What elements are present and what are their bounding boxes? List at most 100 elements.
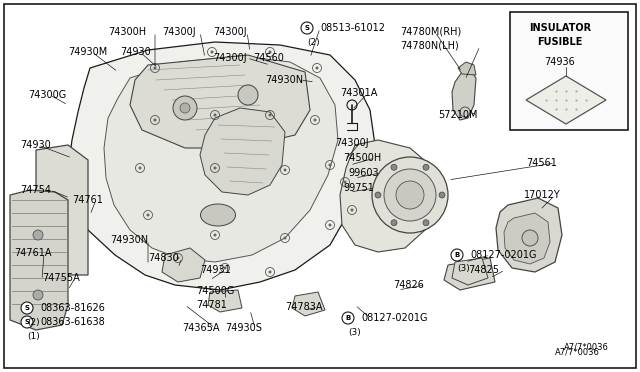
Circle shape xyxy=(147,214,150,217)
Text: 99751: 99751 xyxy=(343,183,374,193)
Polygon shape xyxy=(68,42,375,290)
Bar xyxy=(510,12,628,130)
Text: 74826: 74826 xyxy=(393,280,424,290)
Text: 74301A: 74301A xyxy=(340,88,378,98)
Text: 74754: 74754 xyxy=(20,185,51,195)
Text: 74300H: 74300H xyxy=(108,27,146,37)
Text: 74500H: 74500H xyxy=(343,153,381,163)
Text: 74930M: 74930M xyxy=(68,47,108,57)
Circle shape xyxy=(214,234,216,237)
Circle shape xyxy=(314,119,317,122)
Polygon shape xyxy=(526,76,606,124)
Text: 74300J: 74300J xyxy=(162,27,196,37)
Text: 74560: 74560 xyxy=(253,53,284,63)
Polygon shape xyxy=(162,248,205,282)
Text: (1): (1) xyxy=(27,331,40,340)
Text: 17012Y: 17012Y xyxy=(524,190,561,200)
Polygon shape xyxy=(452,70,476,120)
Text: 57210M: 57210M xyxy=(438,110,477,120)
Ellipse shape xyxy=(200,204,236,226)
Circle shape xyxy=(439,192,445,198)
Text: (2): (2) xyxy=(27,317,40,327)
Text: 74783A: 74783A xyxy=(285,302,323,312)
Text: 08127-0201G: 08127-0201G xyxy=(470,250,536,260)
Text: 74936: 74936 xyxy=(545,57,575,67)
Polygon shape xyxy=(444,258,495,290)
Polygon shape xyxy=(130,55,310,148)
Text: 74781: 74781 xyxy=(196,300,227,310)
Polygon shape xyxy=(200,108,285,195)
Circle shape xyxy=(223,266,227,269)
Circle shape xyxy=(154,119,157,122)
Text: 74930S: 74930S xyxy=(225,323,262,333)
Circle shape xyxy=(328,164,332,167)
Text: 74300G: 74300G xyxy=(28,90,67,100)
Text: S: S xyxy=(305,25,310,31)
Circle shape xyxy=(284,169,287,171)
Circle shape xyxy=(269,113,271,116)
Circle shape xyxy=(372,157,448,233)
Circle shape xyxy=(522,230,538,246)
Text: 74365A: 74365A xyxy=(182,323,220,333)
Text: B: B xyxy=(346,315,351,321)
Text: 74930N: 74930N xyxy=(265,75,303,85)
Text: S: S xyxy=(24,319,29,325)
Text: 08363-81626: 08363-81626 xyxy=(40,303,105,313)
Circle shape xyxy=(328,224,332,227)
Circle shape xyxy=(384,169,436,221)
Circle shape xyxy=(351,208,353,212)
Circle shape xyxy=(21,302,33,314)
Text: 74300J: 74300J xyxy=(213,53,246,63)
Text: 99603: 99603 xyxy=(348,168,379,178)
Polygon shape xyxy=(504,213,550,264)
Text: 74930: 74930 xyxy=(120,47,151,57)
Text: 08363-61638: 08363-61638 xyxy=(40,317,105,327)
Circle shape xyxy=(173,96,197,120)
Circle shape xyxy=(344,180,346,183)
Text: 74780M(RH): 74780M(RH) xyxy=(400,27,461,37)
Text: 74755A: 74755A xyxy=(42,273,80,283)
Circle shape xyxy=(391,164,397,170)
Text: B: B xyxy=(454,252,460,258)
Circle shape xyxy=(138,167,141,170)
Text: INSULATOR: INSULATOR xyxy=(529,23,591,33)
Circle shape xyxy=(33,230,43,240)
Circle shape xyxy=(391,220,397,226)
Circle shape xyxy=(211,51,214,54)
Text: 74500G: 74500G xyxy=(196,286,234,296)
Polygon shape xyxy=(458,62,476,75)
Circle shape xyxy=(301,22,313,34)
Circle shape xyxy=(154,67,157,70)
Text: FUSIBLE: FUSIBLE xyxy=(538,37,582,47)
Text: A7/7*0036: A7/7*0036 xyxy=(555,347,600,356)
Text: 74930N: 74930N xyxy=(110,235,148,245)
Text: A7/7*0036: A7/7*0036 xyxy=(564,343,609,352)
Circle shape xyxy=(284,237,287,240)
Text: 74300J: 74300J xyxy=(213,27,246,37)
Circle shape xyxy=(269,270,271,273)
Text: 74825: 74825 xyxy=(468,265,499,275)
Circle shape xyxy=(316,67,319,70)
Text: (2): (2) xyxy=(307,38,319,46)
Polygon shape xyxy=(104,56,338,262)
Text: 74930: 74930 xyxy=(20,140,51,150)
Text: (3): (3) xyxy=(348,327,361,337)
Circle shape xyxy=(269,51,271,54)
Text: (3): (3) xyxy=(457,264,470,273)
Circle shape xyxy=(214,167,216,170)
Text: 74761A: 74761A xyxy=(14,248,51,258)
Circle shape xyxy=(423,220,429,226)
Circle shape xyxy=(180,103,190,113)
Polygon shape xyxy=(340,140,435,252)
Circle shape xyxy=(238,85,258,105)
Text: 74761: 74761 xyxy=(72,195,103,205)
Text: 08127-0201G: 08127-0201G xyxy=(361,313,428,323)
Circle shape xyxy=(342,312,354,324)
Circle shape xyxy=(214,113,216,116)
Polygon shape xyxy=(292,292,325,316)
Polygon shape xyxy=(208,290,242,312)
Text: 74561: 74561 xyxy=(526,158,557,168)
Text: S: S xyxy=(24,305,29,311)
Circle shape xyxy=(21,316,33,328)
Polygon shape xyxy=(496,198,562,272)
